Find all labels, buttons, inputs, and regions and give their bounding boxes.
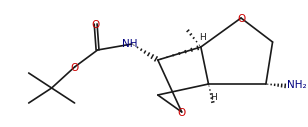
Text: O: O — [91, 20, 100, 30]
Text: H: H — [210, 93, 217, 102]
Text: O: O — [237, 14, 245, 24]
Text: O: O — [71, 63, 79, 73]
Text: H: H — [199, 33, 206, 42]
Text: NH₂: NH₂ — [287, 80, 306, 90]
Text: O: O — [178, 108, 186, 118]
Text: NH: NH — [122, 39, 138, 49]
